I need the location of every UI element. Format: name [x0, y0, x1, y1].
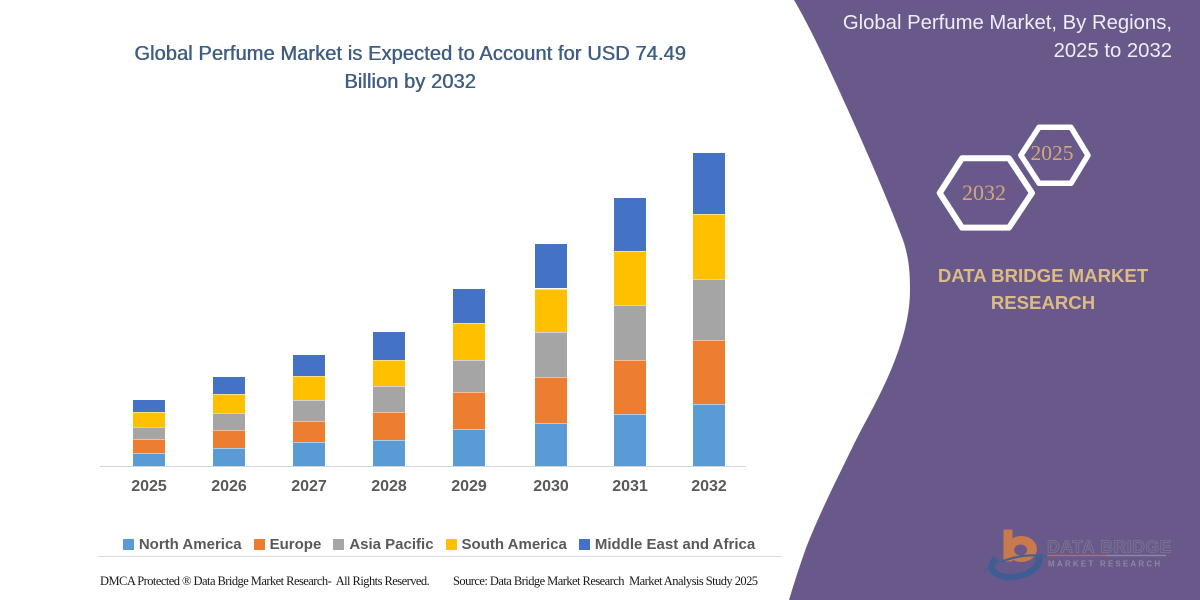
svg-text:DATA BRIDGE: DATA BRIDGE	[1047, 537, 1172, 557]
svg-text:MARKET RESEARCH: MARKET RESEARCH	[1048, 560, 1162, 569]
